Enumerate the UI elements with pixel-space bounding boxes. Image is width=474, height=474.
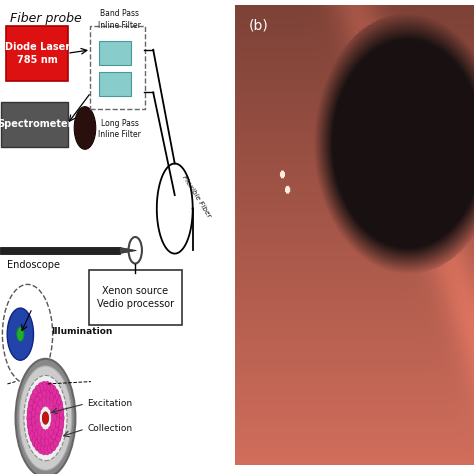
Circle shape <box>53 435 59 447</box>
Circle shape <box>53 423 59 434</box>
Circle shape <box>41 397 46 407</box>
Circle shape <box>51 396 56 408</box>
Circle shape <box>35 385 41 398</box>
Text: Band Pass
Inline Filter: Band Pass Inline Filter <box>98 9 141 29</box>
Circle shape <box>57 405 64 418</box>
Circle shape <box>48 392 54 403</box>
Circle shape <box>17 327 24 341</box>
Circle shape <box>56 400 63 412</box>
Circle shape <box>45 397 50 407</box>
Circle shape <box>28 424 35 437</box>
Circle shape <box>35 406 41 416</box>
Circle shape <box>31 416 37 428</box>
Circle shape <box>44 443 50 455</box>
Circle shape <box>53 402 59 413</box>
Circle shape <box>27 412 33 424</box>
Text: Fiber probe: Fiber probe <box>9 12 82 25</box>
Circle shape <box>47 441 54 454</box>
FancyBboxPatch shape <box>99 41 131 65</box>
Polygon shape <box>119 247 137 254</box>
Circle shape <box>55 394 61 406</box>
Text: Diode Laser
785 nm: Diode Laser 785 nm <box>5 42 70 65</box>
Circle shape <box>51 413 56 423</box>
Text: (b): (b) <box>249 18 269 33</box>
Circle shape <box>41 429 46 439</box>
Circle shape <box>50 406 55 416</box>
Circle shape <box>58 412 64 424</box>
Circle shape <box>74 107 96 149</box>
Text: Long Pass
Inline Filter: Long Pass Inline Filter <box>98 118 141 138</box>
Circle shape <box>37 392 43 403</box>
Bar <box>0 247 119 254</box>
Circle shape <box>47 383 54 395</box>
Circle shape <box>56 424 63 437</box>
Circle shape <box>48 426 54 436</box>
Circle shape <box>35 420 41 430</box>
FancyBboxPatch shape <box>89 270 182 325</box>
Circle shape <box>45 429 50 439</box>
Circle shape <box>48 400 54 410</box>
Circle shape <box>35 438 41 451</box>
Circle shape <box>19 366 72 470</box>
Circle shape <box>41 381 47 393</box>
Circle shape <box>32 423 38 434</box>
Circle shape <box>44 381 50 393</box>
Circle shape <box>42 412 49 424</box>
Circle shape <box>55 430 61 442</box>
Text: Xenon source
Vedio processor: Xenon source Vedio processor <box>97 286 174 309</box>
Circle shape <box>54 409 60 420</box>
Circle shape <box>45 390 50 401</box>
Circle shape <box>41 443 47 455</box>
Text: Illumination: Illumination <box>52 328 113 336</box>
Circle shape <box>7 308 34 360</box>
Circle shape <box>16 359 75 474</box>
Text: Excitation: Excitation <box>87 400 133 408</box>
FancyBboxPatch shape <box>6 26 68 81</box>
Text: Collection: Collection <box>87 425 133 433</box>
FancyBboxPatch shape <box>99 72 131 96</box>
Circle shape <box>32 435 38 447</box>
Circle shape <box>48 433 54 444</box>
Circle shape <box>53 389 59 401</box>
Circle shape <box>37 441 44 454</box>
Circle shape <box>35 428 40 440</box>
Circle shape <box>30 430 36 442</box>
Circle shape <box>28 400 35 412</box>
FancyBboxPatch shape <box>1 102 68 147</box>
Circle shape <box>37 383 44 395</box>
Circle shape <box>57 419 64 431</box>
Circle shape <box>37 400 43 410</box>
Circle shape <box>32 389 38 401</box>
Circle shape <box>51 428 56 440</box>
Circle shape <box>41 435 46 446</box>
Circle shape <box>50 420 55 430</box>
Text: Spectrometer: Spectrometer <box>0 119 73 129</box>
Circle shape <box>50 438 56 451</box>
Circle shape <box>35 396 40 408</box>
Circle shape <box>54 416 60 428</box>
Circle shape <box>45 435 50 446</box>
Circle shape <box>37 426 43 436</box>
Text: Flexible Fiber: Flexible Fiber <box>181 174 212 219</box>
Circle shape <box>37 433 43 444</box>
Circle shape <box>41 390 46 401</box>
Circle shape <box>24 375 67 461</box>
Circle shape <box>30 394 36 406</box>
Circle shape <box>27 419 33 431</box>
Circle shape <box>31 409 37 420</box>
Circle shape <box>50 385 56 398</box>
Circle shape <box>35 413 40 423</box>
Circle shape <box>32 402 38 413</box>
Text: Endoscope: Endoscope <box>7 260 60 271</box>
Circle shape <box>27 405 33 418</box>
